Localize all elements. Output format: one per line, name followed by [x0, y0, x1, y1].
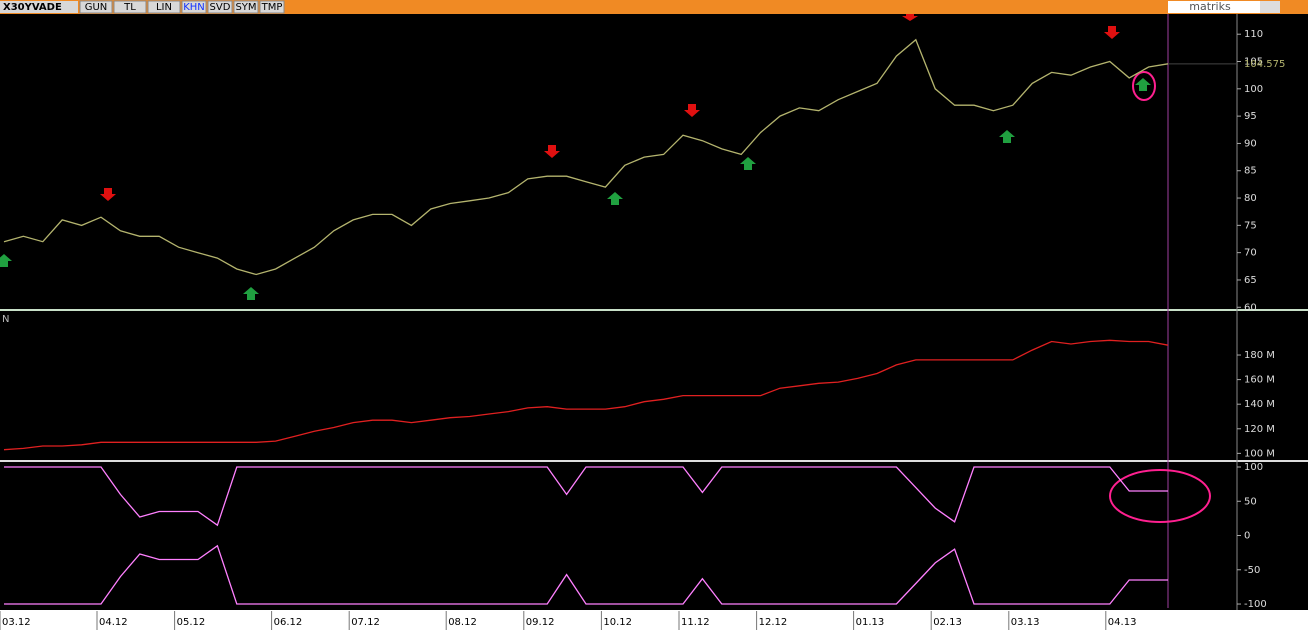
x-tick-label: 07.12 — [351, 617, 380, 628]
highlight-circle — [1109, 469, 1211, 523]
toolbar-button-label[interactable]: SVD — [210, 2, 231, 13]
toolbar-button[interactable] — [79, 0, 113, 14]
toolbar-button-label[interactable]: LIN — [156, 2, 172, 13]
toolbar-button-label[interactable]: GUN — [85, 2, 108, 13]
toolbar-button[interactable] — [113, 0, 147, 14]
x-tick-label: 01.13 — [856, 617, 885, 628]
x-tick-label: 11.12 — [681, 617, 710, 628]
x-tick-label: 02.13 — [933, 617, 962, 628]
brand: matriks — [1189, 0, 1231, 13]
x-tick-label: 08.12 — [448, 617, 477, 628]
x-axis-strip — [0, 610, 1308, 630]
dropdown[interactable] — [1260, 1, 1280, 13]
x-tick-label: 06.12 — [274, 617, 303, 628]
pane-title: N — [2, 314, 9, 325]
y-tick-label: 70 — [1244, 248, 1257, 259]
data-line — [4, 544, 1168, 605]
y-tick-label: 120 M — [1244, 424, 1275, 435]
y-tick-label: -100 — [1244, 599, 1267, 610]
toolbar-button-label[interactable]: SYM — [235, 2, 256, 13]
brand-box — [1168, 1, 1260, 13]
y-tick-label: 110 — [1244, 29, 1263, 40]
x-tick-label: 04.13 — [1108, 617, 1137, 628]
y-tick-label: 60 — [1244, 302, 1257, 313]
y-tick-label: 0 — [1244, 531, 1250, 542]
y-tick-label: 90 — [1244, 138, 1257, 149]
y-tick-label: -50 — [1244, 565, 1260, 576]
toolbar-button[interactable] — [181, 0, 207, 14]
toolbar-bar — [0, 0, 1308, 14]
y-tick-label: 85 — [1244, 166, 1257, 177]
toolbar-button-label[interactable]: TMP — [261, 2, 283, 13]
y-tick-label: 180 M — [1244, 350, 1275, 361]
buy-arrows — [0, 78, 1151, 300]
sell-arrows — [100, 14, 1120, 201]
x-tick-label: 12.12 — [759, 617, 788, 628]
last-value-label: 104.575 — [1244, 59, 1285, 70]
x-tick-label: 05.12 — [177, 617, 206, 628]
x-tick-label: 04.12 — [99, 617, 128, 628]
data-line — [3, 339, 1169, 451]
toolbar-button-label[interactable]: TL — [123, 2, 136, 13]
toolbar-button[interactable] — [207, 0, 233, 14]
y-tick-label: 75 — [1244, 220, 1257, 231]
x-tick-label: 10.12 — [603, 617, 632, 628]
y-tick-label: 140 M — [1244, 399, 1275, 410]
y-tick-label: 80 — [1244, 193, 1257, 204]
toolbar-button[interactable] — [233, 0, 259, 14]
data-line — [3, 38, 1169, 276]
x-tick-label: 03.12 — [2, 617, 31, 628]
y-tick-label: 160 M — [1244, 375, 1275, 386]
toolbar-button[interactable] — [147, 0, 181, 14]
symbol-box — [0, 1, 78, 13]
toolbar-button[interactable] — [259, 0, 285, 14]
y-tick-label: 95 — [1244, 111, 1257, 122]
y-tick-label: 105 — [1244, 57, 1263, 68]
y-tick-label: 100 M — [1244, 448, 1275, 459]
data-line — [4, 466, 1168, 527]
x-tick-label: 03.13 — [1011, 617, 1040, 628]
y-tick-label: 65 — [1244, 275, 1257, 286]
symbol: X30YVADE — [3, 2, 62, 13]
highlight-circle — [1132, 71, 1156, 101]
y-tick-label: 100 — [1244, 462, 1263, 473]
y-tick-label: 100 — [1244, 84, 1263, 95]
y-tick-label: 50 — [1244, 496, 1257, 507]
toolbar-button-label[interactable]: KHN — [183, 2, 205, 13]
x-tick-label: 09.12 — [526, 617, 555, 628]
